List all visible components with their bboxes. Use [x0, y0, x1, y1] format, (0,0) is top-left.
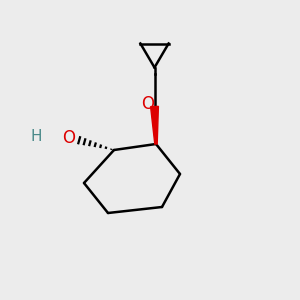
- Text: O: O: [62, 129, 75, 147]
- Text: O: O: [141, 95, 154, 113]
- Text: H: H: [31, 129, 42, 144]
- Polygon shape: [151, 106, 158, 144]
